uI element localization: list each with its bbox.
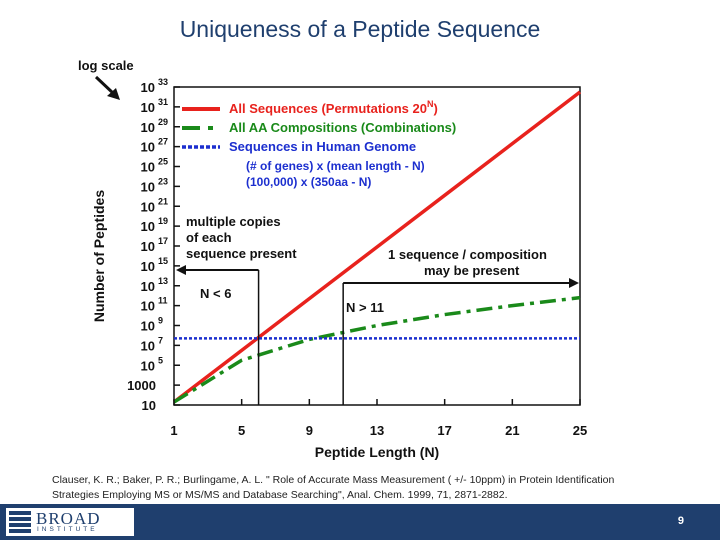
log-scale-note: log scale xyxy=(78,58,134,73)
svg-text:10: 10 xyxy=(141,160,155,175)
logo-subtitle: INSTITUTE xyxy=(37,526,98,533)
svg-text:13: 13 xyxy=(158,276,168,286)
svg-text:10: 10 xyxy=(141,140,155,155)
one-sequence-text: may be present xyxy=(424,263,520,278)
svg-text:10: 10 xyxy=(141,259,155,274)
citation-line-2: Strategies Employing MS or MS/MS and Dat… xyxy=(52,489,508,501)
slide-title: Uniqueness of a Peptide Sequence xyxy=(179,16,541,42)
y-tick-label: 10 xyxy=(142,398,156,413)
x-tick-label: 9 xyxy=(306,423,313,438)
svg-text:10: 10 xyxy=(141,219,155,234)
one-sequence-text: 1 sequence / composition xyxy=(388,247,547,262)
svg-text:All AA Compositions (Combinati: All AA Compositions (Combinations) xyxy=(229,120,456,135)
n-gt-11-label: N > 11 xyxy=(346,300,384,315)
x-axis-label: Peptide Length (N) xyxy=(315,444,439,460)
svg-text:Sequences in Human Genome: Sequences in Human Genome xyxy=(229,139,416,154)
svg-text:5: 5 xyxy=(158,355,163,365)
y-tick-label: 10 31 xyxy=(141,97,168,115)
svg-text:10: 10 xyxy=(141,120,155,135)
svg-text:27: 27 xyxy=(158,137,168,147)
y-tick-label: 10 9 xyxy=(141,316,163,334)
svg-text:All Sequences (Permutations: All Sequences (Permutations 20N) xyxy=(229,99,438,116)
log-scale-arrow-head xyxy=(107,88,120,100)
n-gt-11-arrow-head xyxy=(569,278,579,288)
citation-line-1: Clauser, K. R.; Baker, P. R.; Burlingame… xyxy=(52,474,615,486)
svg-text:29: 29 xyxy=(158,117,168,127)
svg-text:31: 31 xyxy=(158,97,168,107)
y-tick-label: 10 19 xyxy=(141,216,168,234)
y-tick-label: 10 13 xyxy=(141,276,168,294)
svg-text:10: 10 xyxy=(141,358,155,373)
svg-text:19: 19 xyxy=(158,216,168,226)
y-tick-label: 10 21 xyxy=(141,196,168,214)
y-tick-label: 10 33 xyxy=(141,77,168,95)
svg-text:25: 25 xyxy=(158,157,168,167)
svg-text:33: 33 xyxy=(158,77,168,87)
legend-label-1: All Sequences (Permutations 20N) xyxy=(229,99,438,116)
svg-text:15: 15 xyxy=(158,256,168,266)
svg-text:10: 10 xyxy=(141,199,155,214)
svg-text:21: 21 xyxy=(158,196,168,206)
svg-text:11: 11 xyxy=(158,296,168,306)
legend-note-1: (# of genes) x (mean length - N) xyxy=(246,159,425,173)
svg-text:10: 10 xyxy=(141,179,155,194)
svg-text:10: 10 xyxy=(141,100,155,115)
svg-text:7: 7 xyxy=(158,335,163,345)
x-tick-label: 25 xyxy=(573,423,587,438)
svg-text:10: 10 xyxy=(141,299,155,314)
x-tick-label: 21 xyxy=(505,423,519,438)
y-tick-label: 10 11 xyxy=(141,296,168,314)
legend-label-2: All AA Compositions (Combinations) xyxy=(229,120,456,135)
svg-text:10: 10 xyxy=(142,398,156,413)
series-line-2 xyxy=(173,295,581,404)
legend-note-2: (100,000) x (350aa - N) xyxy=(246,175,371,189)
svg-text:10: 10 xyxy=(141,319,155,334)
footer-bar: BROAD INSTITUTE 9 xyxy=(0,504,720,540)
logo-name: BROAD xyxy=(36,509,101,528)
multiple-copies-text: of each xyxy=(186,230,232,245)
broad-logo-mark-icon xyxy=(9,511,31,533)
svg-text:10: 10 xyxy=(141,338,155,353)
svg-text:17: 17 xyxy=(158,236,168,246)
x-tick-label: 1 xyxy=(170,423,177,438)
n-lt-6-arrow-head xyxy=(176,265,186,275)
y-tick-label: 10 29 xyxy=(141,117,168,135)
y-tick-label: 10 7 xyxy=(141,335,163,353)
y-tick-label: 10 15 xyxy=(141,256,168,274)
x-tick-label: 17 xyxy=(437,423,451,438)
svg-text:10: 10 xyxy=(141,80,155,95)
svg-text:1000: 1000 xyxy=(127,378,156,393)
svg-text:23: 23 xyxy=(158,176,168,186)
y-tick-label: 10 5 xyxy=(141,355,163,373)
svg-text:10: 10 xyxy=(141,239,155,254)
series-line-1 xyxy=(172,90,582,404)
y-tick-label: 10 17 xyxy=(141,236,168,254)
y-axis-label: Number of Peptides xyxy=(91,190,107,322)
log-scale-arrow xyxy=(94,75,116,96)
y-tick-label: 10 23 xyxy=(141,176,168,194)
x-tick-label: 13 xyxy=(370,423,384,438)
x-tick-label: 5 xyxy=(238,423,245,438)
broad-logo: BROAD INSTITUTE xyxy=(6,508,134,536)
citation: Clauser, K. R.; Baker, P. R.; Burlingame… xyxy=(52,473,692,503)
n-lt-6-label: N < 6 xyxy=(200,286,231,301)
y-tick-label: 10 25 xyxy=(141,157,168,175)
legend-label-3: Sequences in Human Genome xyxy=(229,139,416,154)
y-tick-label: 1000 xyxy=(127,378,156,393)
page-number: 9 xyxy=(677,515,684,527)
multiple-copies-text: sequence present xyxy=(186,246,297,261)
multiple-copies-text: multiple copies xyxy=(186,214,281,229)
svg-text:10: 10 xyxy=(141,279,155,294)
y-tick-label: 10 27 xyxy=(141,137,168,155)
svg-text:9: 9 xyxy=(158,316,163,326)
